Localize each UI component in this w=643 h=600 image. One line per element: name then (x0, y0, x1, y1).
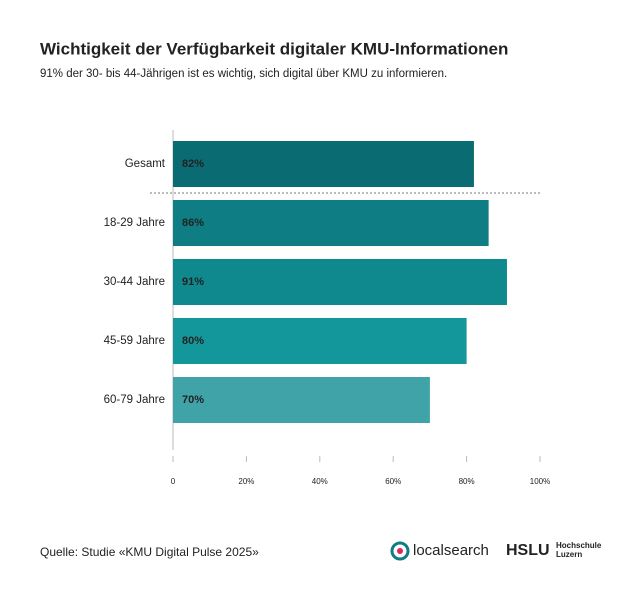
bar (173, 141, 474, 187)
logo-localsearch: localsearch (413, 542, 489, 559)
x-tick-label: 80% (459, 477, 475, 486)
x-tick-label: 100% (530, 477, 550, 486)
value-label: 70% (182, 394, 204, 406)
bar (173, 200, 489, 246)
logo-icon (397, 548, 403, 554)
chart-title: Wichtigkeit der Verfügbarkeit digitaler … (40, 39, 508, 58)
value-label: 86% (182, 217, 204, 229)
x-tick-label: 60% (385, 477, 401, 486)
value-label: 82% (182, 158, 204, 170)
y-tick-label: 45-59 Jahre (104, 335, 165, 347)
x-tick-label: 0 (171, 477, 176, 486)
bar (173, 259, 507, 305)
y-tick-label: 30-44 Jahre (104, 276, 165, 288)
logo-hslu: HSLU (506, 542, 550, 559)
source: Quelle: Studie «KMU Digital Pulse 2025» (40, 545, 259, 559)
y-tick-label: 18-29 Jahre (104, 217, 165, 229)
y-tick-label: 60-79 Jahre (104, 394, 165, 406)
bar (173, 377, 430, 423)
x-tick-label: 40% (312, 477, 328, 486)
bar (173, 318, 467, 364)
logo-hslu-line: Luzern (556, 550, 582, 559)
logo-icon (390, 541, 410, 561)
x-tick-label: 20% (238, 477, 254, 486)
chart-subtitle: 91% der 30- bis 44-Jährigen ist es wicht… (40, 68, 447, 80)
y-tick-label: Gesamt (125, 158, 166, 170)
logo-hslu-line: Hochschule (556, 541, 602, 550)
value-label: 80% (182, 335, 204, 347)
value-label: 91% (182, 276, 204, 288)
